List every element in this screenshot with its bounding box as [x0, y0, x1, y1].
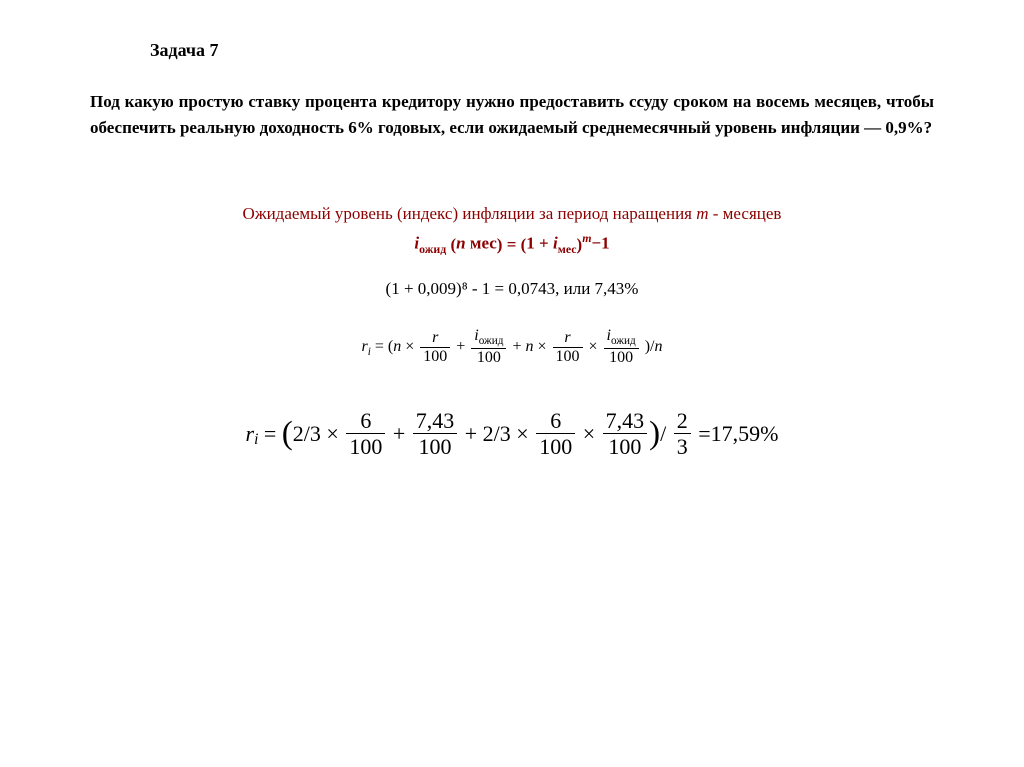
- num-743: 7,43: [413, 408, 458, 434]
- frac-den-100: 100: [420, 348, 450, 366]
- final-formula: ri = (2/3 × 6 100 + 7,43 100 + 2/3 × 6 1…: [90, 408, 934, 460]
- equals-2: = (: [375, 339, 393, 356]
- expected-formula-line: iожид (n мес) = (1 + iмес)m−1: [90, 229, 934, 259]
- expected-inflation-formula: Ожидаемый уровень (индекс) инфляции за п…: [90, 200, 934, 259]
- frac-iozhid-100: iожид 100: [471, 327, 506, 367]
- page: Задача 7 Под какую простую ставку процен…: [0, 0, 1024, 499]
- frac-num-r: r: [420, 329, 450, 348]
- big-open-paren: (: [282, 415, 293, 451]
- expected-caption-line: Ожидаемый уровень (индекс) инфляции за п…: [90, 200, 934, 227]
- frac-2-3: 2 3: [674, 408, 691, 460]
- plus: +: [535, 234, 553, 253]
- twothirds-2: 2/3: [483, 421, 511, 446]
- n-var-2: n: [393, 339, 401, 356]
- times-f3: ×: [583, 421, 601, 446]
- problem-statement: Под какую простую ставку процента кредит…: [90, 89, 934, 140]
- frac-den-100-2: 100: [471, 349, 506, 367]
- close-div-n: )/: [645, 339, 655, 356]
- num-6-a: 6: [346, 408, 385, 434]
- times-2: ×: [533, 339, 550, 356]
- den-100-d: 100: [603, 434, 648, 459]
- result-value: 17,59%: [711, 421, 779, 446]
- frac-r-100: r 100: [420, 329, 450, 367]
- frac-num-iozhid: iожид: [471, 327, 506, 349]
- r-sub-i: i: [368, 346, 371, 358]
- frac-743-100-b: 7,43 100: [603, 408, 648, 460]
- times-f1: ×: [321, 421, 344, 446]
- unit-mes: мес: [466, 234, 497, 253]
- problem-title: Задача 7: [150, 40, 934, 61]
- frac-6-100-a: 6 100: [346, 408, 385, 460]
- plus-f2: +: [465, 421, 483, 446]
- frac-743-100: 7,43 100: [413, 408, 458, 460]
- calc-line: (1 + 0,009)⁸ - 1 = 0,0743, или 7,43%: [90, 279, 934, 299]
- times-3: ×: [589, 339, 602, 356]
- den-100-b: 100: [413, 434, 458, 459]
- times-f2: ×: [511, 421, 534, 446]
- close-paren: ): [497, 235, 503, 254]
- times-1: ×: [401, 339, 418, 356]
- expected-caption-tail: - месяцев: [709, 204, 782, 223]
- den-100-a: 100: [346, 434, 385, 459]
- frac-num-iozhid-b: iожид: [604, 327, 639, 349]
- plus-2: +: [456, 339, 469, 356]
- r-var-f: r: [246, 421, 255, 446]
- num-743-b: 7,43: [603, 408, 648, 434]
- den-3: 3: [674, 434, 691, 459]
- i-mes-sub: мес: [558, 242, 577, 256]
- var-m: m: [696, 204, 708, 223]
- slash-div: /: [660, 421, 666, 446]
- equals: =: [507, 235, 521, 254]
- n-var-4: n: [655, 339, 663, 356]
- one: 1: [526, 234, 535, 253]
- general-formula: ri = (n × r 100 + iожид 100 + n × r 100 …: [90, 327, 934, 367]
- equals-3: =: [264, 421, 282, 446]
- num-2: 2: [674, 408, 691, 434]
- big-close-paren: ): [649, 415, 660, 451]
- frac-6-100-b: 6 100: [536, 408, 575, 460]
- den-100-c: 100: [536, 434, 575, 459]
- i-sub-ozhid: ожид: [419, 242, 446, 256]
- frac-den-100-b2: 100: [604, 349, 639, 367]
- frac-den-100-b: 100: [553, 348, 583, 366]
- minus-one: −1: [591, 234, 609, 253]
- frac-r-100-b: r 100: [553, 329, 583, 367]
- equals-result: =: [698, 421, 710, 446]
- frac-num-r-b: r: [553, 329, 583, 348]
- expected-caption: Ожидаемый уровень (индекс) инфляции за п…: [243, 204, 697, 223]
- plus-f1: +: [393, 421, 411, 446]
- plus-3: +: [512, 339, 525, 356]
- twothirds-1: 2/3: [293, 421, 321, 446]
- num-6-b: 6: [536, 408, 575, 434]
- frac-iozhid-100-b: iожид 100: [604, 327, 639, 367]
- r-sub-i-f: i: [254, 431, 258, 448]
- n-var: n: [456, 234, 465, 253]
